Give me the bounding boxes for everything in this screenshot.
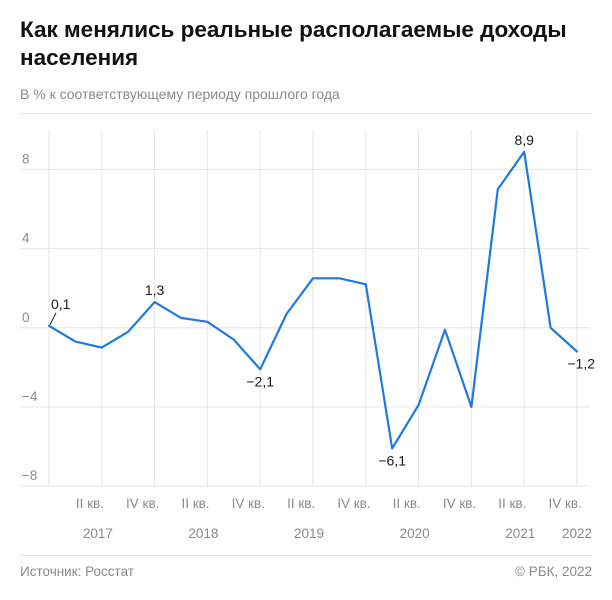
x-tick-label: II кв.	[76, 496, 104, 511]
y-tick-label: 8	[22, 152, 30, 167]
x-tick-label: IV кв.	[443, 496, 476, 511]
y-tick-label: −4	[22, 389, 38, 404]
y-tick-label: 4	[22, 231, 30, 246]
x-year-label: 2018	[188, 526, 218, 541]
data-label-leader	[49, 312, 57, 326]
series-line	[47, 150, 579, 450]
x-year-label: 2021	[505, 526, 535, 541]
data-label: 1,3	[145, 282, 165, 298]
x-year-label: 2019	[294, 526, 324, 541]
chart-title: Как менялись реальные располагаемые дохо…	[20, 17, 567, 70]
x-year-label: 2022	[562, 526, 592, 541]
x-tick-label: II кв.	[181, 496, 209, 511]
x-tick-label: IV кв.	[548, 496, 581, 511]
x-year-label: 2020	[400, 526, 430, 541]
x-tick-label: II кв.	[287, 496, 315, 511]
top-divider	[20, 113, 592, 114]
x-tick-label: IV кв.	[232, 496, 265, 511]
data-label: 8,9	[514, 132, 534, 148]
x-year-label: 2017	[83, 526, 113, 541]
x-tick-label: II кв.	[498, 496, 526, 511]
y-tick-label: 0	[22, 310, 30, 325]
x-tick-label: IV кв.	[126, 496, 159, 511]
data-label: 0,1	[51, 296, 71, 312]
data-label: −1,2	[567, 356, 595, 372]
x-tick-label: II кв.	[393, 496, 421, 511]
x-tick-label: IV кв.	[337, 496, 370, 511]
y-tick-label: −8	[22, 468, 37, 483]
source-note: Источник: Росстат	[20, 564, 134, 579]
bottom-divider	[20, 555, 592, 556]
chart-subtitle: В % к соответствующему периоду прошлого …	[20, 86, 340, 102]
copyright-note: © РБК, 2022	[515, 564, 592, 579]
data-label: −2,1	[246, 373, 274, 389]
data-label: −6,1	[378, 452, 406, 468]
